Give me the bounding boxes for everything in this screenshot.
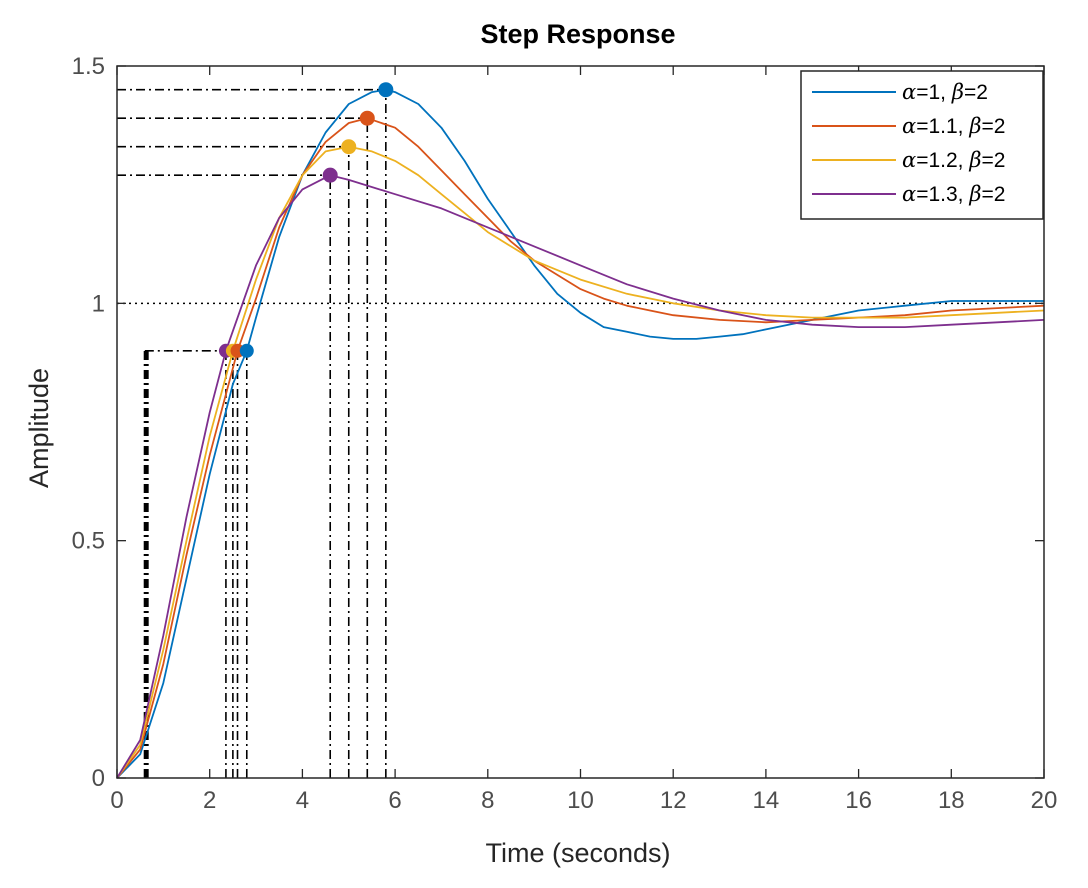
x-tick-label: 0 <box>110 787 123 814</box>
y-tick-label: 0 <box>92 765 105 792</box>
x-tick-label: 20 <box>1031 787 1058 814</box>
legend: α=1, β=2 α=1.1, β=2 α=1.2, β=2 α=1.3, β=2 <box>800 70 1044 220</box>
x-tick-label: 4 <box>296 787 309 814</box>
x-tick-label: 16 <box>845 787 872 814</box>
x-tick-label: 14 <box>753 787 780 814</box>
y-tick-label: 1.5 <box>72 53 105 80</box>
legend-label-3: α=1.2, β=2 <box>902 148 1005 172</box>
y-tick-label: 1 <box>92 290 105 317</box>
legend-label-1: α=1, β=2 <box>902 80 988 104</box>
x-axis-label: Time (seconds) <box>485 838 670 868</box>
peak-marker <box>359 110 375 126</box>
x-tick-label: 2 <box>203 787 216 814</box>
x-tick-label: 12 <box>660 787 687 814</box>
x-tick-label: 6 <box>388 787 401 814</box>
rise-time-marker <box>239 343 254 358</box>
peak-marker <box>378 82 394 98</box>
series-line-4 <box>116 174 1045 779</box>
y-axis-label: Amplitude <box>24 368 54 488</box>
series-line-2 <box>116 117 1045 779</box>
x-tick-label: 10 <box>567 787 594 814</box>
legend-label-4: α=1.3, β=2 <box>902 182 1005 206</box>
legend-label-2: α=1.1, β=2 <box>902 114 1005 138</box>
x-tick-label: 8 <box>481 787 494 814</box>
y-tick-label: 0.5 <box>72 528 105 555</box>
x-tick-label: 18 <box>938 787 965 814</box>
peak-marker <box>341 139 357 155</box>
chart-title: Step Response <box>480 19 675 49</box>
peak-marker <box>322 167 338 183</box>
